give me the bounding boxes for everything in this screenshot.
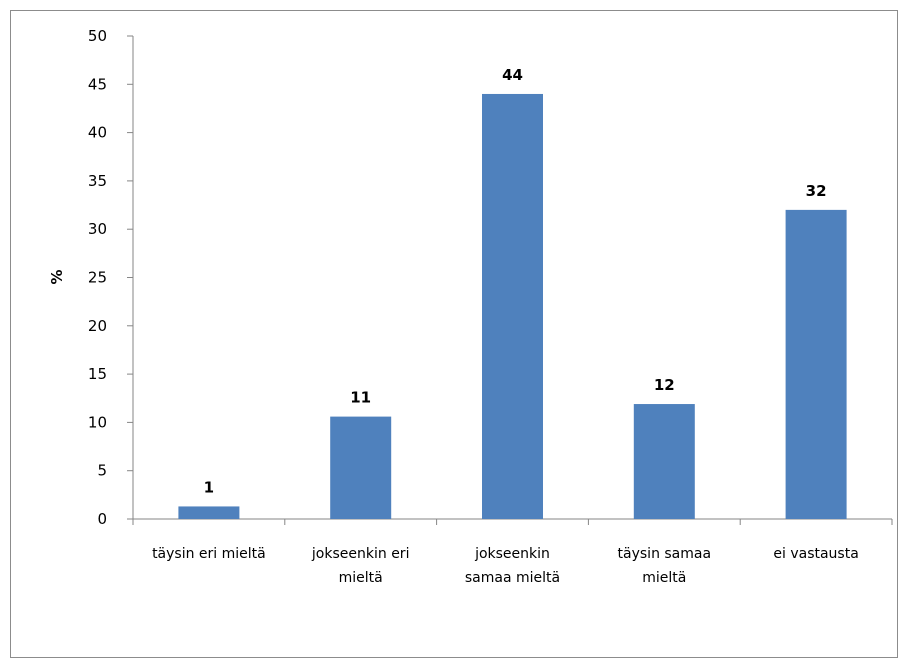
data-label: 11 xyxy=(350,389,371,407)
y-axis: 0 5 10 15 20 25 30 35 40 45 50 xyxy=(88,27,134,528)
category-label: täysin eri mieltä xyxy=(152,546,266,562)
y-tick-label: 25 xyxy=(88,269,107,287)
y-tick-label: 20 xyxy=(88,317,107,335)
y-tick-label: 30 xyxy=(88,220,107,238)
y-tick-label: 35 xyxy=(88,172,107,190)
category-label: samaa mieltä xyxy=(465,570,560,586)
bar xyxy=(178,506,240,519)
bar xyxy=(482,93,543,520)
y-tick-label: 40 xyxy=(88,124,107,142)
y-tick-label: 0 xyxy=(97,510,107,528)
category-label: mieltä xyxy=(642,570,686,586)
bar xyxy=(785,209,847,519)
category-label: täysin samaa xyxy=(618,546,712,562)
category-label: jokseenkin eri xyxy=(311,546,410,562)
y-axis-label: % xyxy=(48,269,66,284)
y-tick-label: 15 xyxy=(88,365,107,383)
y-tick-label: 10 xyxy=(88,413,107,431)
bars xyxy=(178,93,847,520)
y-tick-label: 5 xyxy=(97,462,107,480)
data-label: 12 xyxy=(654,376,675,394)
y-tick-label: 50 xyxy=(88,27,107,45)
category-labels: täysin eri mieltä jokseenkin eri mieltä jok… xyxy=(152,546,859,586)
category-label: mieltä xyxy=(339,570,383,586)
x-axis xyxy=(132,518,893,525)
data-label: 44 xyxy=(502,66,523,84)
data-label: 32 xyxy=(806,182,827,200)
bar xyxy=(633,404,695,519)
y-tick-label: 45 xyxy=(88,75,107,93)
data-label: 1 xyxy=(204,478,214,496)
chart-frame xyxy=(10,10,898,658)
category-label: jokseenkin xyxy=(474,546,550,562)
category-label: ei vastausta xyxy=(773,546,858,562)
bar xyxy=(330,416,392,519)
